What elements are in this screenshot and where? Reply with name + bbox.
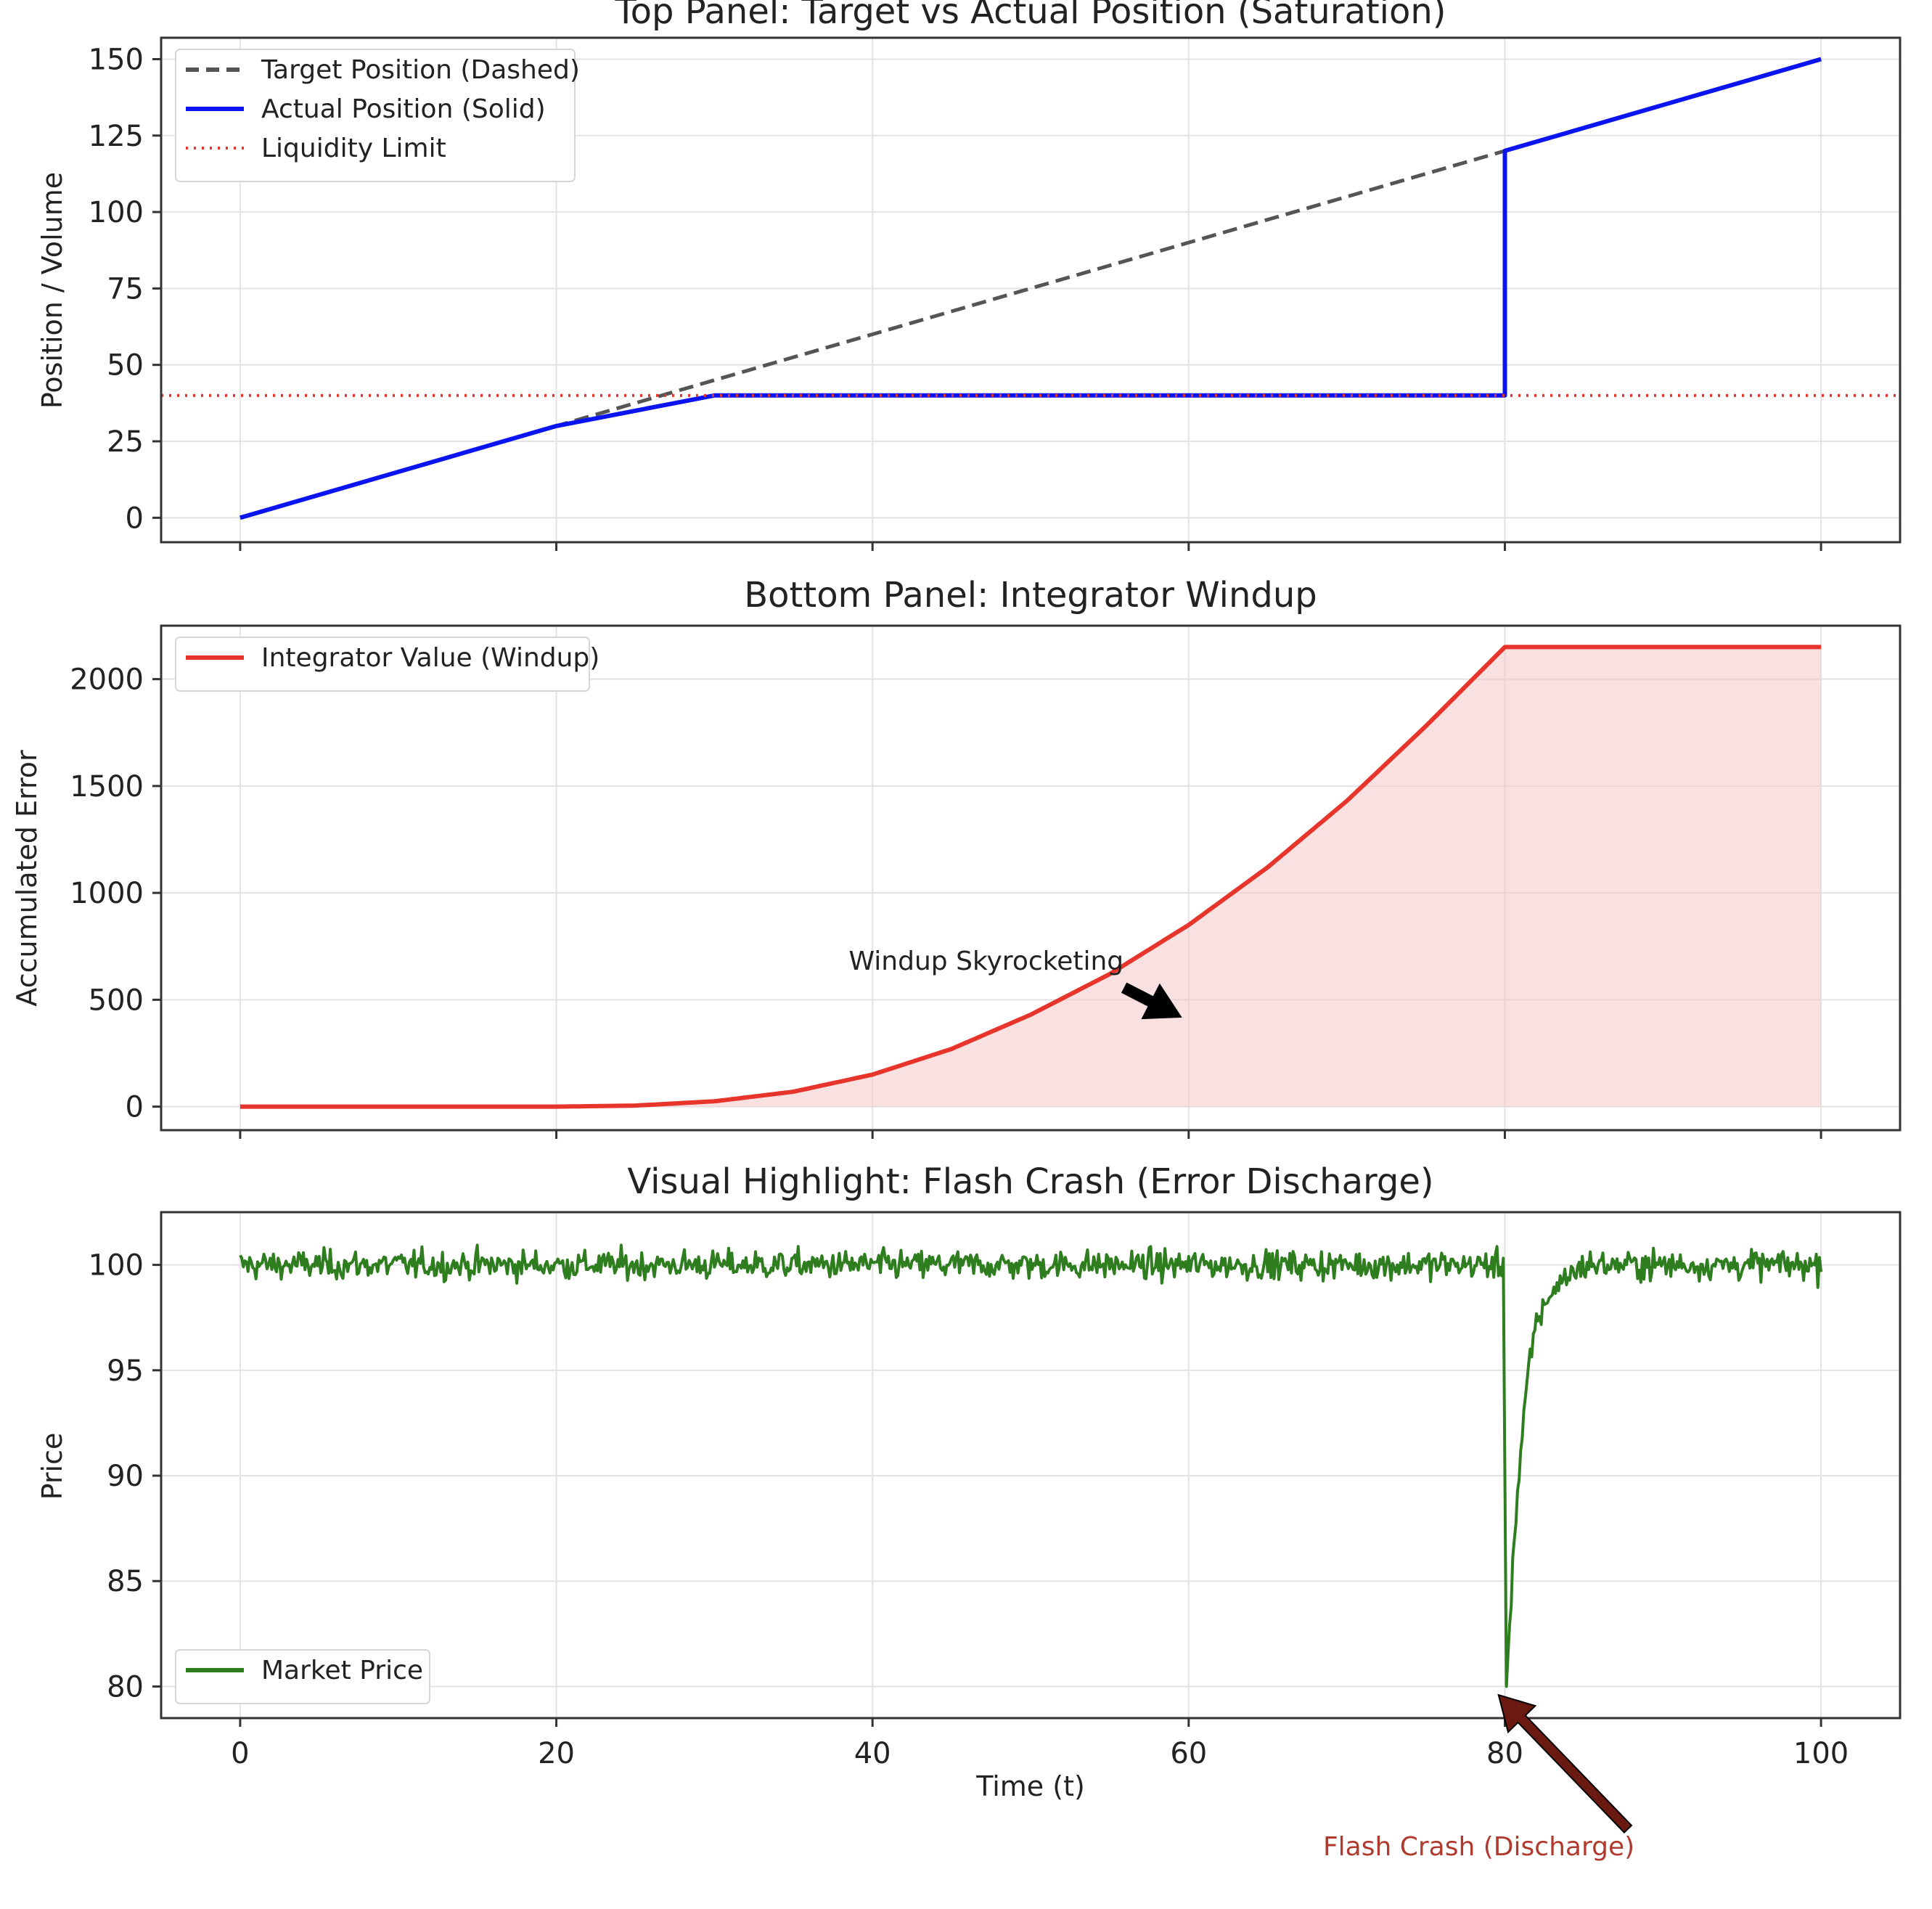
top-legend-label: Liquidity Limit (261, 134, 446, 163)
integrator-y-tick-label: 2000 (70, 663, 144, 697)
top-series-1-line (240, 57, 1822, 520)
integrator-y-tick-label: 0 (126, 1091, 144, 1124)
top-y-tick-label: 75 (107, 272, 144, 306)
price-panel-ticks: 0 20 40 60 80 100 80 85 90 95 100 (89, 1249, 1849, 1770)
integrator-panel-plot-area (240, 645, 1822, 1109)
integrator-series-0-line (240, 645, 1822, 1109)
price-panel-xlabel: Time (t) (975, 1770, 1085, 1802)
price-legend-box (175, 1649, 430, 1704)
price-panel-legend: Market Price (175, 1649, 430, 1704)
price-y-tick-label: 100 (89, 1249, 144, 1283)
top-y-tick-label: 25 (107, 425, 144, 459)
top-legend-label: Actual Position (Solid) (261, 94, 546, 124)
integrator-legend-label: Integrator Value (Windup) (261, 643, 599, 673)
price-y-tick-label: 90 (107, 1460, 144, 1493)
top-panel: Top Panel: Target vs Actual Position (Sa… (36, 0, 1902, 551)
integrator-panel-title: Bottom Panel: Integrator Windup (744, 575, 1317, 616)
top-panel-plot-area (161, 57, 1900, 520)
top-y-tick-label: 150 (89, 43, 144, 76)
integrator-y-tick-label: 1000 (70, 877, 144, 910)
top-legend-box (175, 49, 576, 182)
top-y-tick-label: 0 (126, 502, 144, 535)
price-x-tick-label: 100 (1793, 1737, 1849, 1770)
price-y-tick-label: 80 (107, 1670, 144, 1704)
integrator-legend-box (175, 637, 590, 692)
price-legend-label: Market Price (261, 1656, 423, 1685)
price-series-0-line (239, 1243, 1823, 1688)
integrator-panel-frame (160, 624, 1902, 1132)
top-panel-ticks: 0 25 50 75 100 125 150 (89, 43, 1822, 551)
top-panel-title: Top Panel: Target vs Actual Position (Sa… (614, 0, 1446, 32)
price-x-tick-label: 20 (538, 1737, 575, 1770)
top-panel-legend: Target Position (Dashed) Actual Position … (175, 49, 580, 182)
integrator-annotation-arrow (1121, 982, 1182, 1020)
price-x-tick-label: 40 (854, 1737, 891, 1770)
integrator-panel-ticks: 0 500 1000 1500 2000 (70, 663, 1822, 1139)
top-legend-label: Target Position (Dashed) (261, 55, 580, 85)
price-annotation-text: Flash Crash (Discharge) (1323, 1832, 1634, 1862)
price-x-tick-label: 60 (1170, 1737, 1207, 1770)
top-y-tick-label: 125 (89, 120, 144, 153)
price-panel-frame (160, 1211, 1902, 1720)
integrator-annotation-text: Windup Skyrocketing (849, 947, 1124, 976)
price-annotation-arrow (1497, 1693, 1633, 1834)
integrator-panel: Bottom Panel: Integrator Windup 0 500 1000… (11, 575, 1902, 1139)
integrator-panel-ylabel: Accumulated Error (11, 750, 43, 1007)
integrator-y-tick-label: 1500 (70, 770, 144, 804)
integrator-y-tick-label: 500 (89, 984, 144, 1017)
price-y-tick-label: 95 (107, 1354, 144, 1388)
price-panel-plot-area (239, 1243, 1823, 1688)
price-panel-grid (161, 1212, 1900, 1718)
figure-annotations: Flash Crash (Discharge) (1323, 1693, 1634, 1862)
price-panel-title: Visual Highlight: Flash Crash (Error Dis… (627, 1161, 1433, 1202)
integrator-panel-legend: Integrator Value (Windup) (175, 637, 599, 692)
integrator-panel-annotations: Windup Skyrocketing (849, 947, 1182, 1020)
top-y-tick-label: 50 (107, 349, 144, 383)
top-y-tick-label: 100 (89, 196, 144, 229)
price-panel-ylabel: Price (36, 1433, 68, 1500)
top-panel-ylabel: Position / Volume (36, 172, 68, 409)
price-y-tick-label: 85 (107, 1565, 144, 1598)
price-x-tick-label: 80 (1486, 1737, 1523, 1770)
price-panel: Visual Highlight: Flash Crash (Error Dis… (36, 1161, 1902, 1802)
price-x-tick-label: 0 (231, 1737, 249, 1770)
top-panel-frame (160, 36, 1902, 544)
integrator-fill-area (240, 647, 1822, 1107)
